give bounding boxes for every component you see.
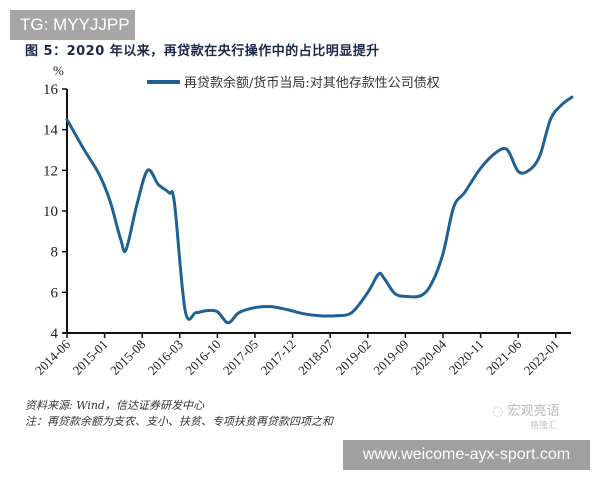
x-tick-label: 2019-02 <box>333 337 374 378</box>
y-tick-label: 16 <box>43 82 59 98</box>
x-tick-label: 2020-11 <box>446 337 487 378</box>
y-tick-label: 6 <box>51 285 59 301</box>
x-tick-label: 2017-05 <box>220 337 261 378</box>
x-tick-label: 2019-09 <box>370 337 411 378</box>
url-overlay-badge: www.weicome-ayx-sport.com <box>343 440 590 470</box>
y-tick-label: 4 <box>51 326 59 342</box>
legend-line-swatch <box>147 79 180 84</box>
y-axis-unit: % <box>53 63 64 78</box>
legend-label: 再贷款余额/货币当局:对其他存款性公司债权 <box>184 76 440 91</box>
tg-overlay-badge: TG: MYYJJPP <box>10 10 135 40</box>
x-tick-label: 2015-01 <box>69 337 110 378</box>
line-chart: 468101214162014-062015-012015-082016-032… <box>32 82 574 378</box>
watermark-text: 宏观亮语 <box>507 404 560 419</box>
x-tick-label: 2016-10 <box>182 337 223 378</box>
y-tick-label: 12 <box>43 163 58 179</box>
x-tick-label: 2014-06 <box>32 336 74 378</box>
x-tick-label: 2021-06 <box>483 336 525 378</box>
wechat-watermark: ◌ 宏观亮语 <box>492 400 560 419</box>
chart-axes: 468101214162014-062015-012015-082016-032… <box>32 82 571 378</box>
note-line: 注：再贷款余额为支农、支小、扶贫、专项扶贫再贷款四项之和 <box>25 415 333 428</box>
figure-footnotes: 资料来源: Wind，信达证券研发中心 注：再贷款余额为支农、支小、扶贫、专项扶… <box>25 398 333 430</box>
x-tick-label: 2018-07 <box>295 336 337 378</box>
source-line: 资料来源: Wind，信达证券研发中心 <box>25 399 204 412</box>
figure-title: 图 5：2020 年以来，再贷款在央行操作中的占比明显提升 <box>25 44 380 59</box>
wechat-icon: ◌ <box>492 404 508 419</box>
y-tick-label: 8 <box>51 245 59 261</box>
x-tick-label: 2016-03 <box>145 337 186 378</box>
y-tick-label: 10 <box>43 204 58 220</box>
x-tick-label: 2020-04 <box>408 336 450 378</box>
x-tick-label: 2015-08 <box>107 337 148 378</box>
chart-legend: 再贷款余额/货币当局:对其他存款性公司债权 <box>147 72 440 91</box>
series-line <box>65 95 574 325</box>
x-tick-label: 2017-12 <box>257 337 298 378</box>
x-tick-label: 2022-01 <box>521 337 562 378</box>
y-tick-label: 14 <box>43 123 59 139</box>
gelonghui-watermark: 格隆汇 <box>530 421 558 431</box>
